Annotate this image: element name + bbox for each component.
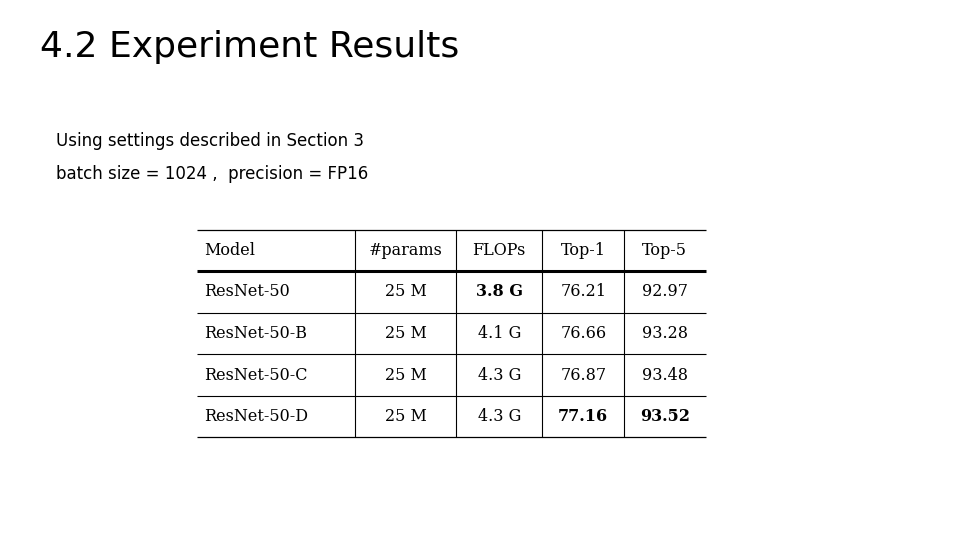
Text: ResNet-50-C: ResNet-50-C <box>204 367 308 383</box>
Text: FLOPs: FLOPs <box>472 242 526 259</box>
Text: 4.3 G: 4.3 G <box>477 408 521 425</box>
Text: ResNet-50-D: ResNet-50-D <box>204 408 308 425</box>
Text: ResNet-50: ResNet-50 <box>204 284 290 300</box>
Text: 76.87: 76.87 <box>560 367 607 383</box>
Text: Model: Model <box>204 242 255 259</box>
Text: #params: #params <box>369 242 443 259</box>
Text: Top-5: Top-5 <box>642 242 687 259</box>
Text: 4.3 G: 4.3 G <box>477 367 521 383</box>
Text: 25 M: 25 M <box>385 284 426 300</box>
Text: 25 M: 25 M <box>385 408 426 425</box>
Text: ResNet-50-B: ResNet-50-B <box>204 325 307 342</box>
Text: 4.2 Experiment Results: 4.2 Experiment Results <box>40 30 460 64</box>
Text: 25 M: 25 M <box>385 325 426 342</box>
Text: 25 M: 25 M <box>385 367 426 383</box>
Text: 93.48: 93.48 <box>642 367 687 383</box>
Text: 77.16: 77.16 <box>558 408 609 425</box>
Text: 76.21: 76.21 <box>561 284 606 300</box>
Text: batch size = 1024 ,  precision = FP16: batch size = 1024 , precision = FP16 <box>56 165 368 183</box>
Text: Using settings described in Section 3: Using settings described in Section 3 <box>56 132 364 150</box>
Text: 93.28: 93.28 <box>642 325 687 342</box>
Text: 76.66: 76.66 <box>560 325 607 342</box>
Text: 3.8 G: 3.8 G <box>476 284 522 300</box>
Text: Top-1: Top-1 <box>561 242 606 259</box>
Text: 92.97: 92.97 <box>642 284 687 300</box>
Text: 4.1 G: 4.1 G <box>477 325 521 342</box>
Text: 93.52: 93.52 <box>639 408 690 425</box>
